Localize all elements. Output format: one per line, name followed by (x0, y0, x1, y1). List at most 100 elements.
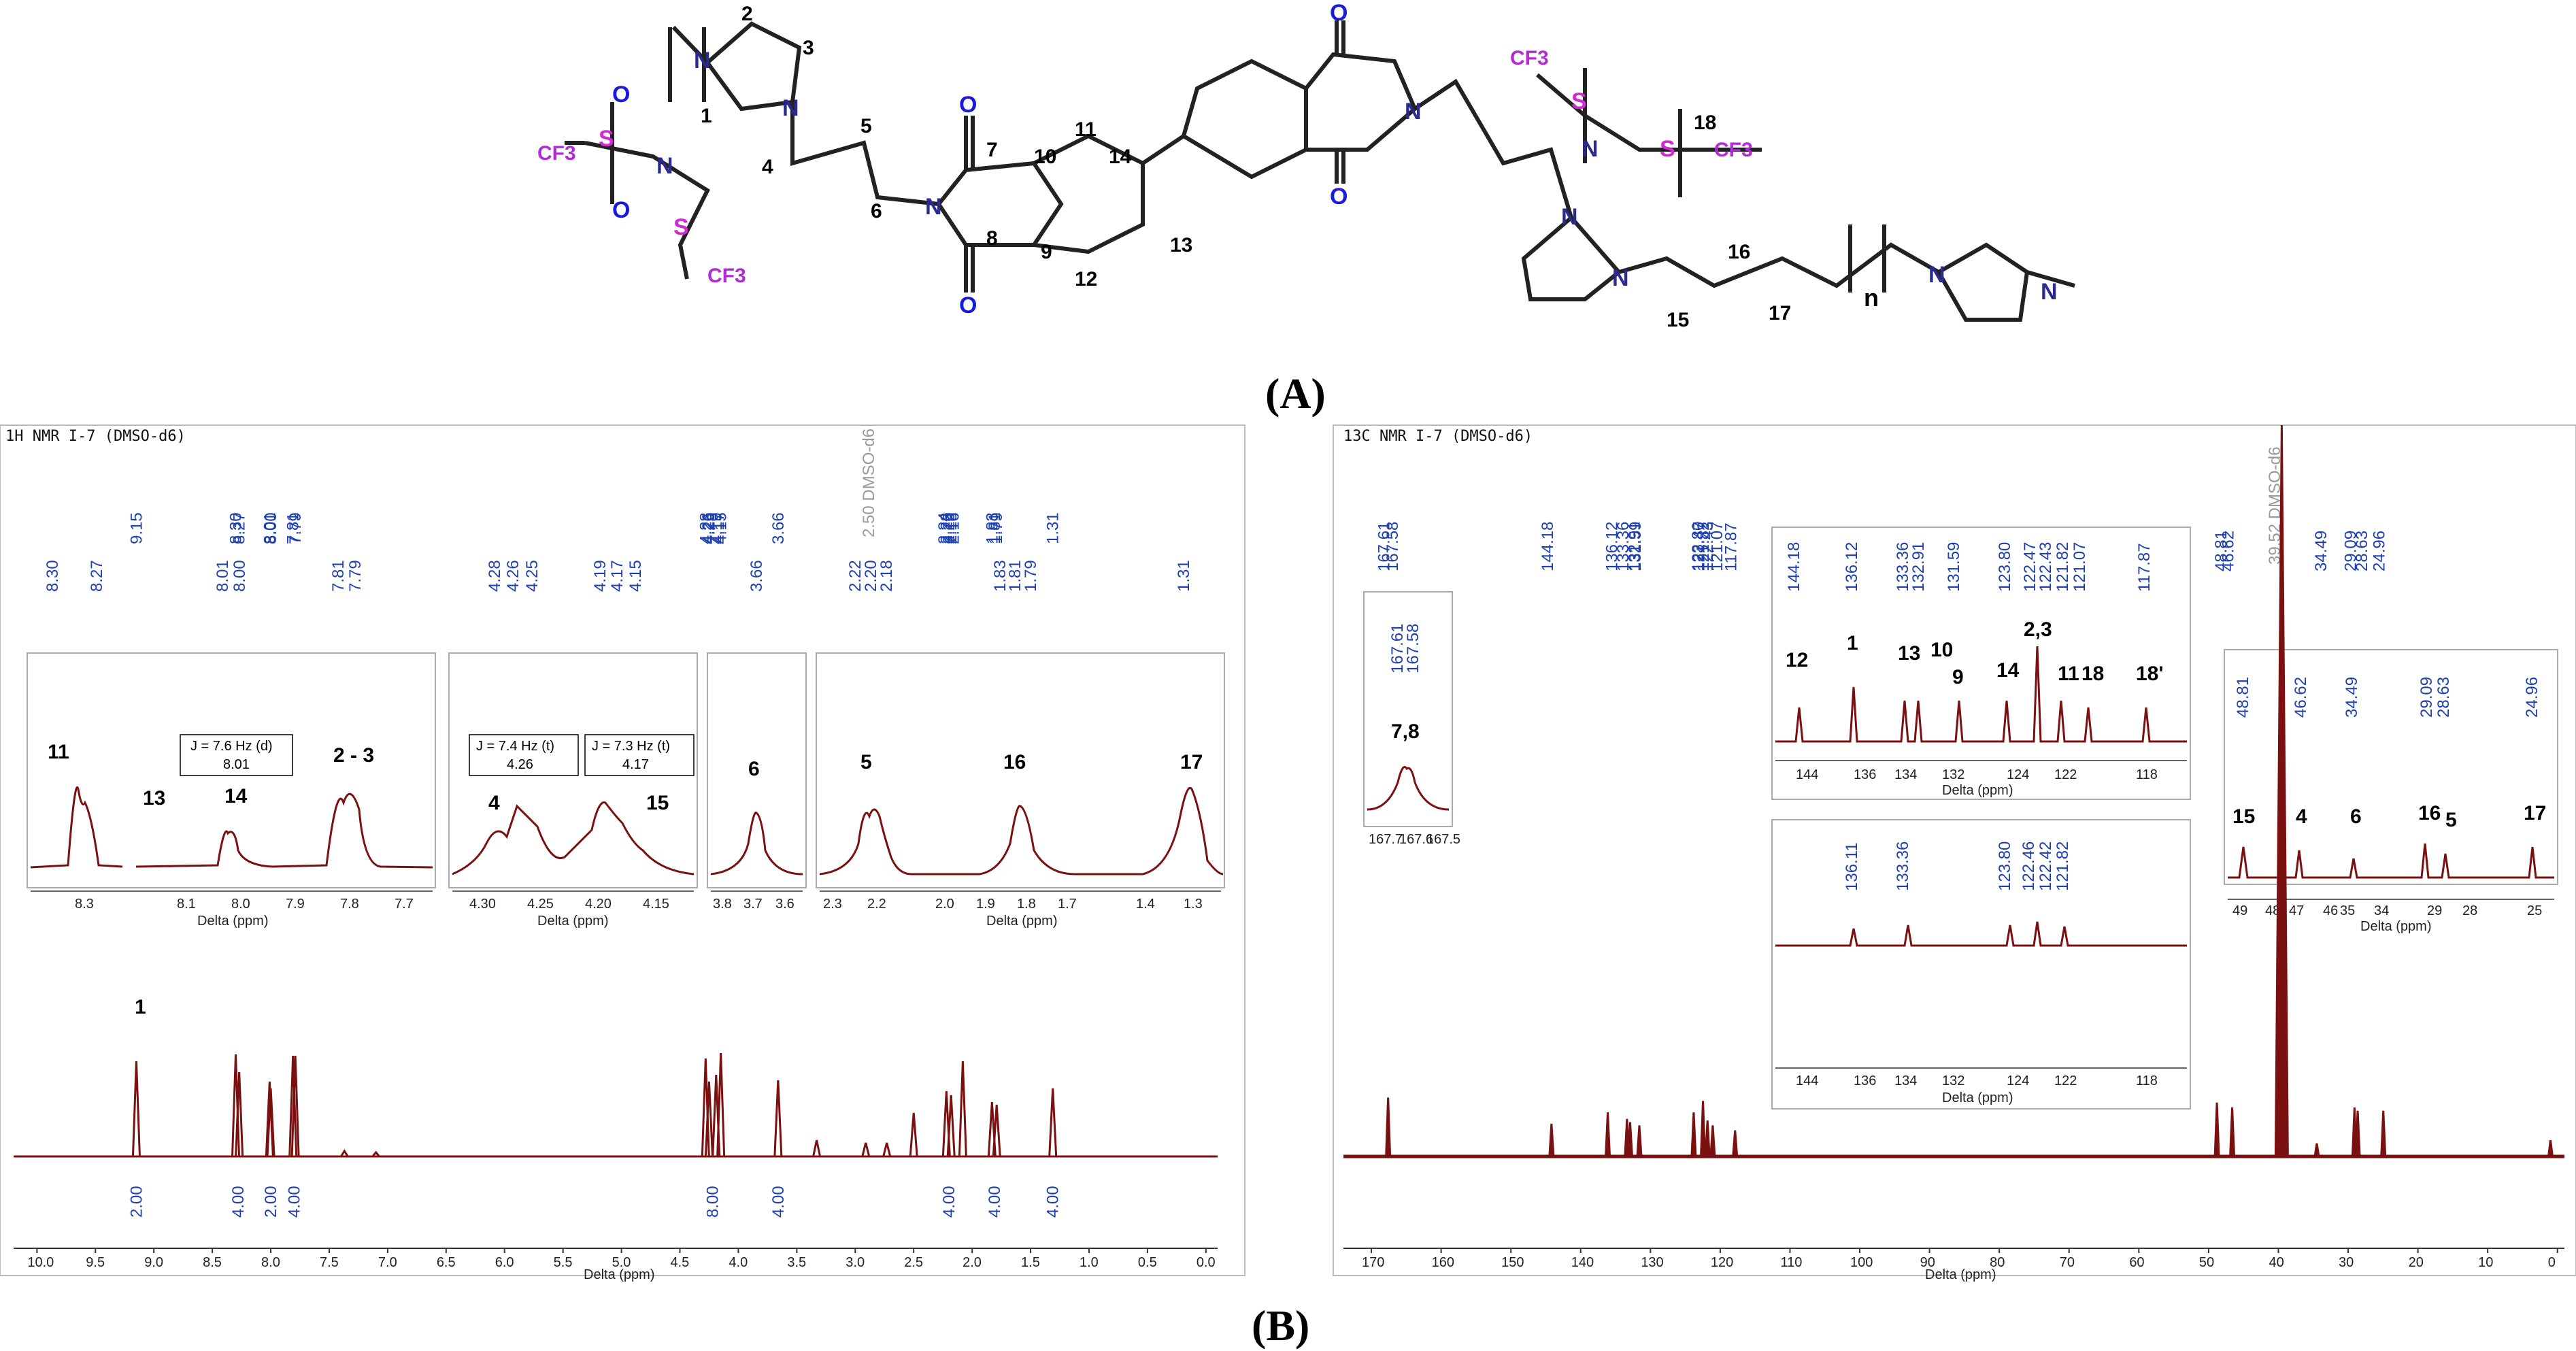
inset-label: 121.82 (2054, 542, 2072, 592)
peak-top-label: 4.19 (707, 512, 726, 544)
inset-label: 167.61 (1388, 624, 1407, 673)
inset-label: 123.80 (1996, 841, 2014, 891)
inset-label: 4.26 (504, 560, 522, 592)
peak (2547, 1139, 2554, 1157)
axis-tick-label: 0 (2548, 1255, 2556, 1270)
inset-trace (30, 786, 433, 869)
hnmr-header: 1H NMR I-7 (DMSO-d6) (5, 428, 186, 445)
assign-16: 16 (1003, 751, 1026, 773)
peak (1636, 1125, 1643, 1157)
tick: 3.7 (743, 897, 763, 912)
inset-label: 7.81 (329, 560, 348, 592)
num-13: 13 (1170, 234, 1192, 256)
peak (909, 1112, 918, 1157)
structure-labels: N N S O O CF3 N S CF3 N O O O O N N N CF… (537, 0, 2058, 418)
peak (1548, 1123, 1555, 1157)
inset-label: 123.80 (1996, 542, 2014, 592)
peak-top-label: 7.81 (284, 512, 303, 544)
peak (992, 1104, 1001, 1157)
assign: 16 (2418, 802, 2441, 824)
inset-label: 2.18 (877, 560, 896, 592)
peak (1690, 1112, 1697, 1157)
peak (882, 1142, 892, 1157)
inset-label: 167.58 (1404, 624, 1422, 673)
panel-label-b: (B) (1252, 1301, 1309, 1350)
inset-label: 4.17 (608, 560, 626, 592)
axis-tick-label: 1.0 (1080, 1255, 1099, 1270)
hnmr-inset-aromatic: 8.30 8.27 8.01 8.00 7.81 7.79 J = 7.6 Hz… (27, 560, 436, 929)
peak (2213, 1102, 2220, 1157)
inset-label: 1.81 (1006, 560, 1024, 592)
atom-o-imide-4: O (1330, 184, 1348, 210)
inset-trace (1775, 646, 2187, 743)
axis-tick-label: 20 (2409, 1255, 2424, 1270)
axis-tick-label: 4.0 (729, 1255, 748, 1270)
inset-label: 122.47 (2021, 542, 2039, 592)
axis-tick-label: 1.5 (1021, 1255, 1040, 1270)
peak (288, 1055, 298, 1157)
peak-top-label: 121.07 (1708, 522, 1726, 571)
peak (266, 1088, 275, 1157)
peak (1700, 1101, 1707, 1157)
tick: 48 (2265, 903, 2280, 918)
integral-label: 4.00 (986, 1186, 1004, 1218)
inset-label: 4.19 (591, 560, 609, 592)
inset-label: 4.28 (486, 560, 504, 592)
tick: 4.25 (527, 897, 554, 912)
inset-label: 48.81 (2234, 677, 2252, 718)
axis-tick-label: 120 (1711, 1255, 1733, 1270)
peak (861, 1142, 871, 1157)
assign: 18 (2081, 663, 2104, 685)
peak-top-label: 131.59 (1626, 522, 1645, 571)
jbox-line1: J = 7.4 Hz (t) (476, 739, 554, 754)
num-16: 16 (1728, 241, 1750, 263)
axis-tick-label: 130 (1641, 1255, 1663, 1270)
integral-label: 4.00 (1044, 1186, 1063, 1218)
inset-trace (819, 786, 1224, 875)
peak (2380, 1110, 2387, 1157)
tick: 4.15 (643, 897, 669, 912)
peak-top-label: 117.87 (1722, 522, 1741, 571)
assign-6: 6 (748, 758, 760, 780)
peak (235, 1071, 244, 1157)
peak-top-label: 4.26 (699, 512, 718, 544)
tick: 49 (2232, 903, 2247, 918)
tick: 1.9 (976, 897, 995, 912)
peak (2229, 1107, 2236, 1157)
tick: 8.0 (231, 897, 250, 912)
tick: 7.8 (340, 897, 359, 912)
assign-7-8: 7,8 (1391, 720, 1420, 743)
tick: 35 (2340, 903, 2355, 918)
tick: 124 (2007, 767, 2029, 782)
peak-top-label: 133.36 (1614, 522, 1633, 571)
tick: 7.7 (395, 897, 414, 912)
tick: 144 (1796, 1073, 1818, 1088)
peak-top-label: 144.18 (1539, 522, 1557, 571)
inset-label: 121.82 (2054, 841, 2072, 891)
peak-top-label: 24.96 (2371, 531, 2389, 571)
peak-top-label: 29.09 (2341, 531, 2360, 571)
tick: 28 (2462, 903, 2477, 918)
assign: 15 (2232, 805, 2255, 828)
peak-top-label: 136.12 (1603, 522, 1622, 571)
inset-trace (1367, 766, 1450, 811)
inset-axis: Delta (ppm) (986, 914, 1057, 929)
tick: 47 (2289, 903, 2304, 918)
hnmr-axis-label: Delta (ppm) (584, 1267, 654, 1282)
jbox-line1: J = 7.6 Hz (d) (190, 739, 273, 754)
peak (1709, 1125, 1716, 1157)
inset-label: 24.96 (2523, 677, 2541, 718)
axis-tick-label: 10.0 (27, 1255, 54, 1270)
inset-label: 4.15 (626, 560, 645, 592)
peak-top-label: 8.01 (261, 512, 279, 544)
peak-top-label: 28.63 (2353, 531, 2371, 571)
axis-tick-label: 4.5 (671, 1255, 690, 1270)
peak-top-label: 2.16 (945, 512, 963, 544)
tick: 136 (1854, 1073, 1876, 1088)
atom-n-anion-r: N (1582, 136, 1599, 162)
axis-tick-label: 100 (1850, 1255, 1873, 1270)
assign: 17 (2524, 802, 2546, 824)
peak (1732, 1130, 1739, 1157)
axis-tick-label: 170 (1362, 1255, 1384, 1270)
tick: 1.3 (1184, 897, 1203, 912)
